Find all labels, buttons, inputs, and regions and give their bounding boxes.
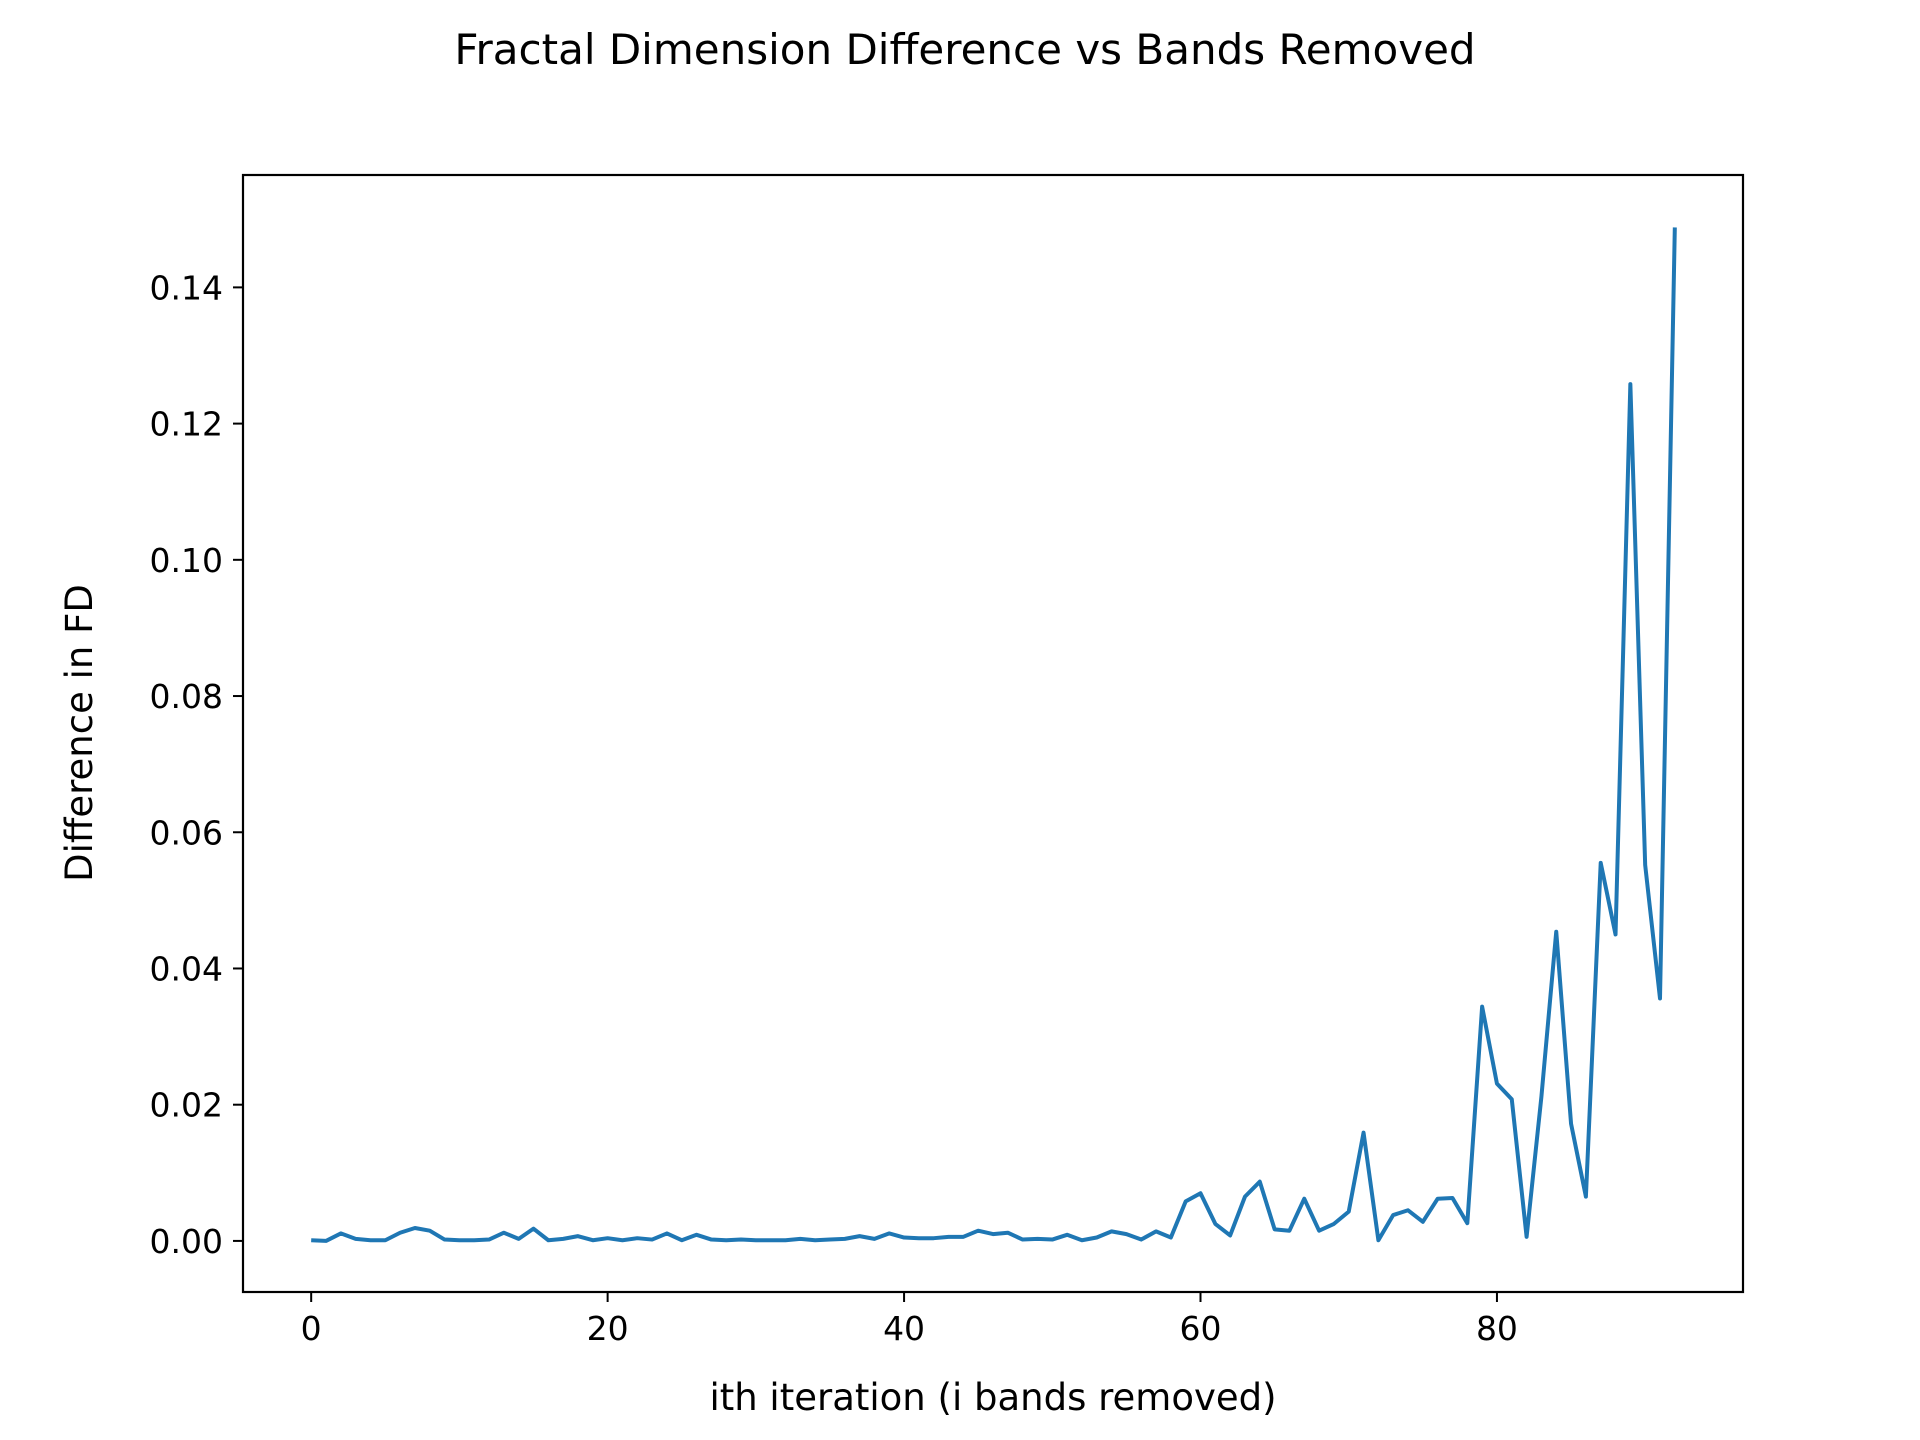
y-tick-label: 0.14 <box>150 268 223 307</box>
series-line <box>311 227 1677 1243</box>
axes-frame <box>241 173 1745 1294</box>
y-tick-label: 0.06 <box>150 813 223 852</box>
x-tick-label: 80 <box>1476 1309 1518 1348</box>
y-tick-label: 0.10 <box>150 541 223 580</box>
axis-ticks: 0 20 40 60 80 0.00 0.02 0.04 0.06 0.08 0.10 0.12 0.1… <box>150 268 1518 1348</box>
y-tick-label: 0.00 <box>150 1222 223 1261</box>
y-tick-label: 0.04 <box>150 949 223 988</box>
x-tick-label: 20 <box>587 1309 629 1348</box>
y-tick-label: 0.02 <box>150 1086 223 1125</box>
y-tick-label: 0.12 <box>150 405 223 444</box>
chart-title: Fractal Dimension Difference vs Bands Re… <box>454 25 1475 74</box>
y-tick-label: 0.08 <box>150 677 223 716</box>
y-axis-label: Difference in FD <box>58 584 101 882</box>
x-tick-label: 60 <box>1180 1309 1222 1348</box>
plot-area <box>311 227 1677 1243</box>
x-tick-label: 40 <box>883 1309 925 1348</box>
x-axis-label: ith iteration (i bands removed) <box>709 1376 1276 1419</box>
x-tick-label: 0 <box>301 1309 322 1348</box>
